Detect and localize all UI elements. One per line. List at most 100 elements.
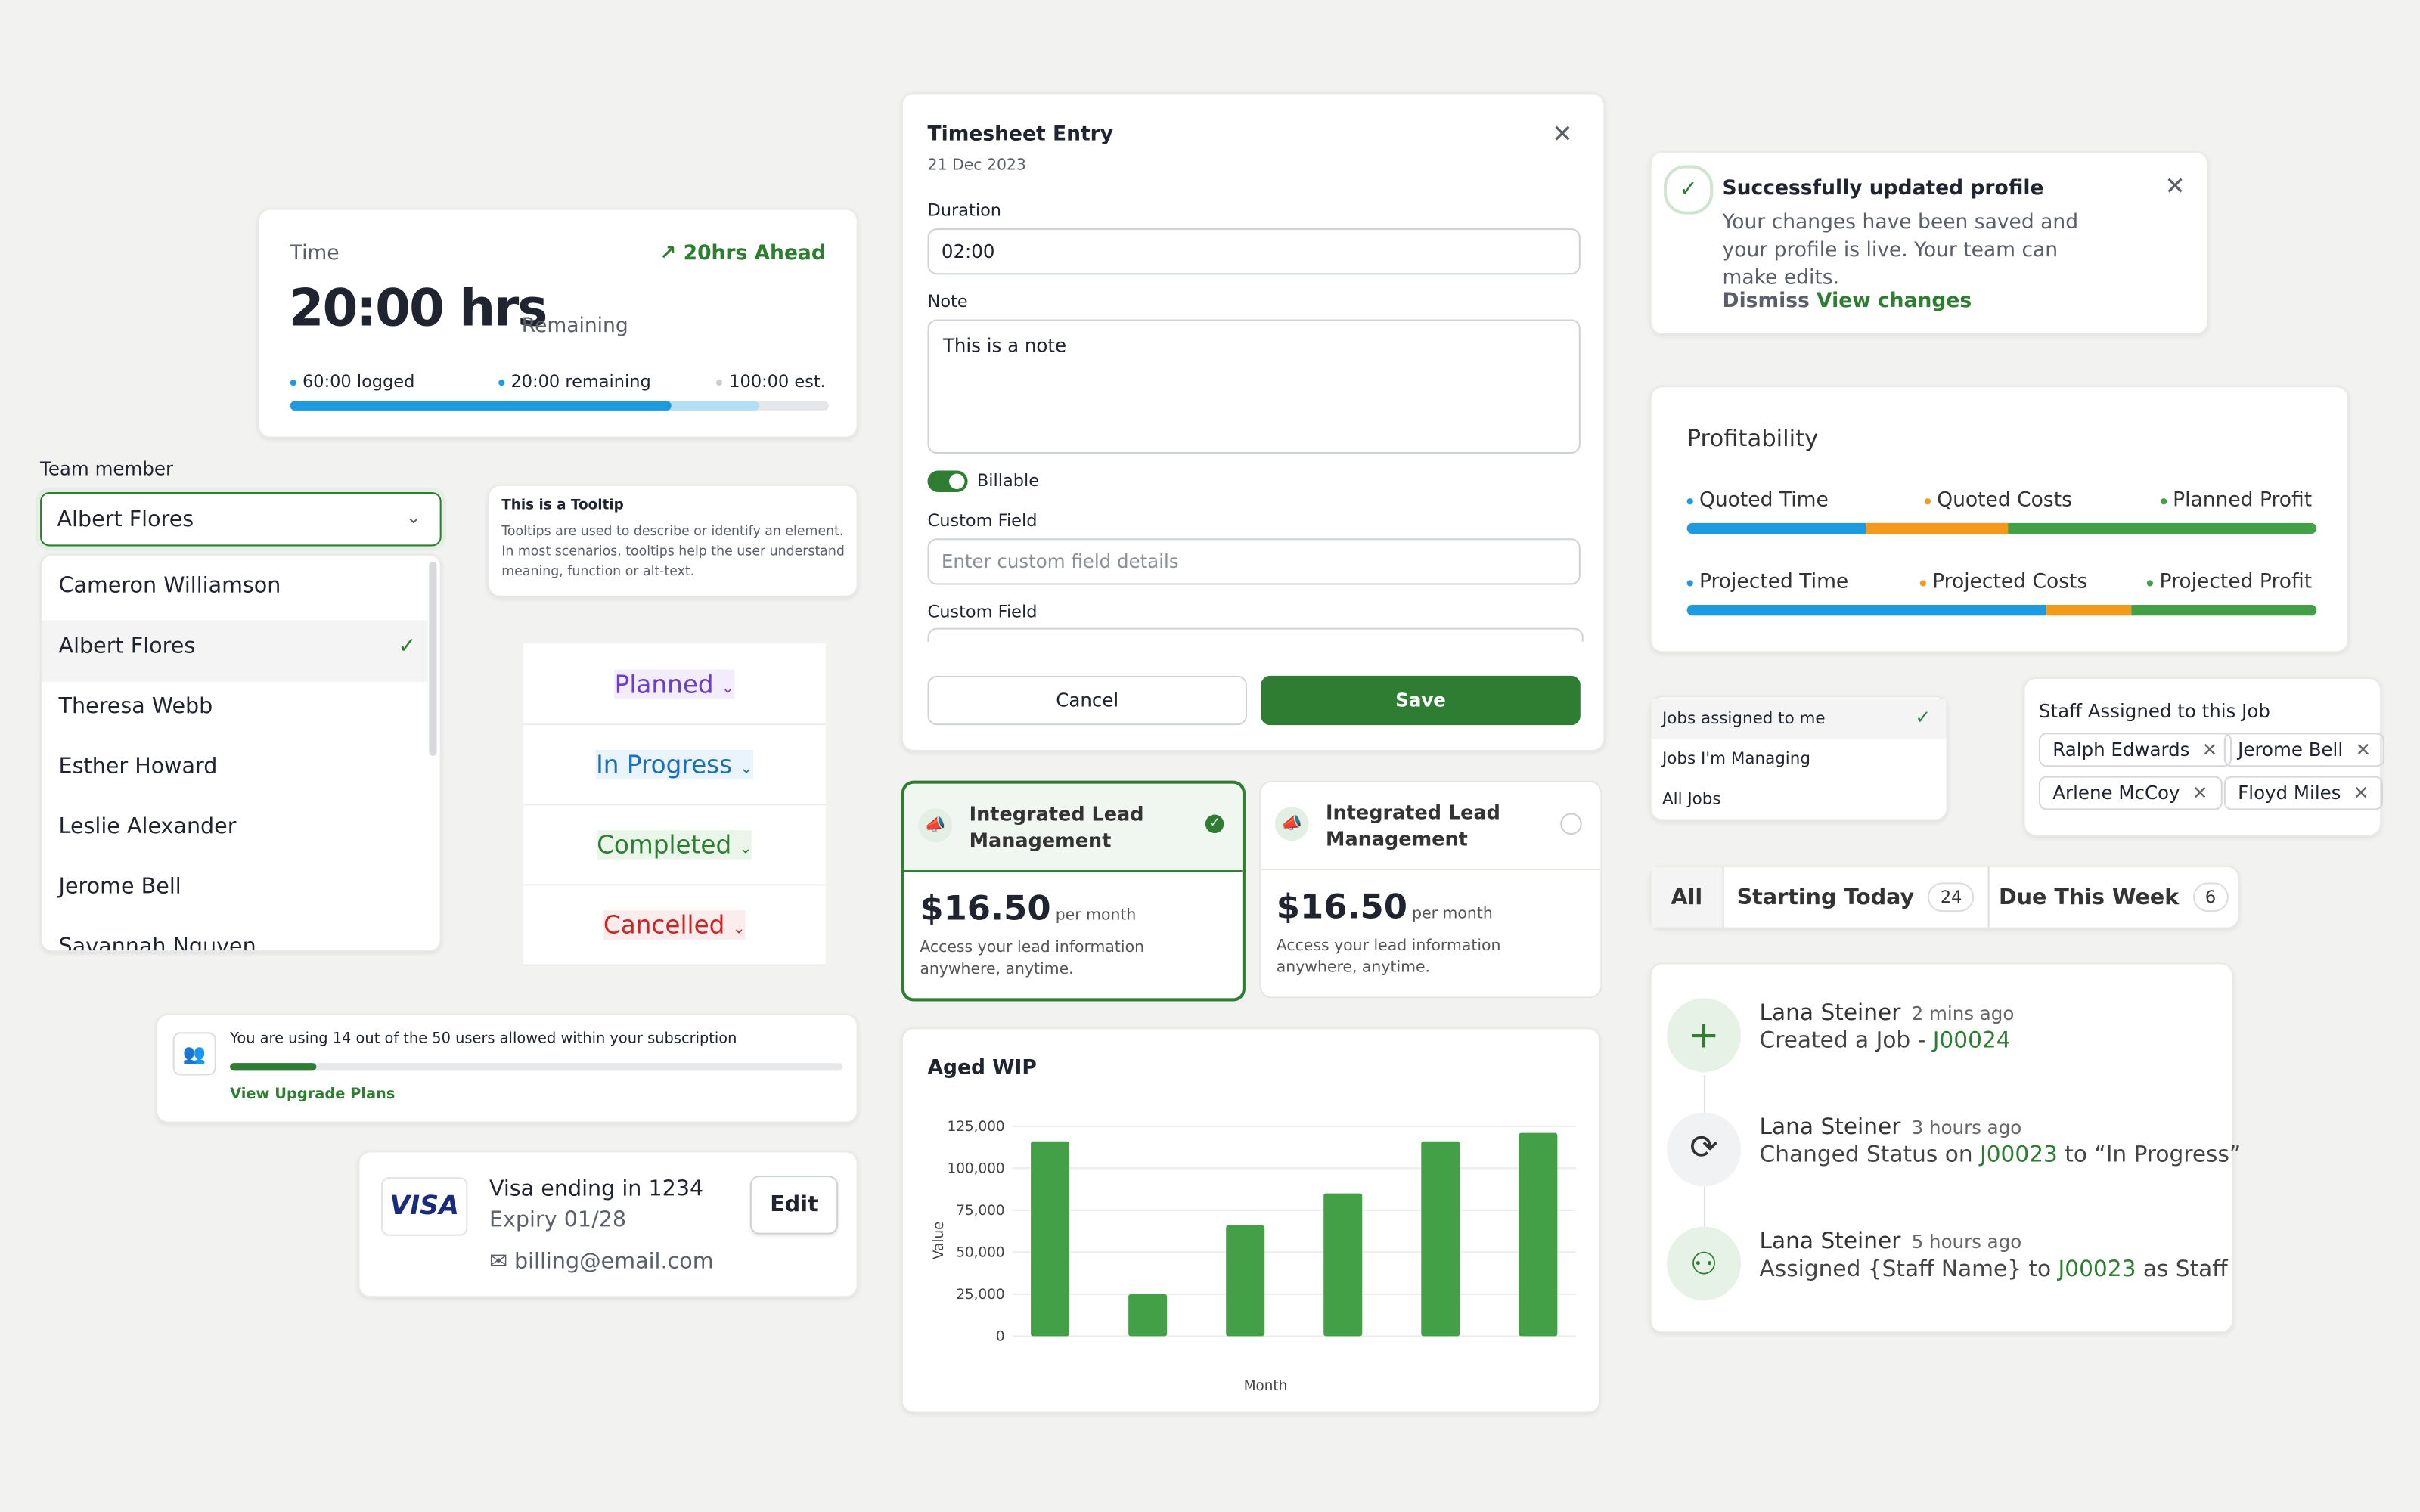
bar [1519, 1132, 1558, 1337]
tab[interactable]: Due This Week 6 [1987, 866, 2238, 928]
close[interactable]: ✕ [1552, 119, 1573, 148]
field-label: Team member [40, 458, 174, 480]
legend-text: Projected Profit [2159, 571, 2313, 594]
price-row: $16.50 per month [920, 891, 1136, 929]
chip[interactable]: Ralph Edwards ✕ [2038, 733, 2232, 767]
option[interactable]: Theresa Webb [58, 694, 213, 720]
legend: 100:00 est. [716, 372, 826, 392]
tooltip-text: Tooltips are used to describe or identif… [501, 524, 845, 581]
text: Changed Status on [1759, 1143, 1980, 1168]
job-link[interactable]: J00023 [2058, 1257, 2136, 1282]
legend-dot [1924, 497, 1931, 504]
filter-text: All Jobs [1661, 789, 1721, 809]
dismiss[interactable]: Dismiss [1722, 290, 1810, 314]
chip[interactable]: Arlene McCoy ✕ [2038, 776, 2222, 810]
logged-bar [290, 401, 672, 411]
chevron: ⌄ [405, 506, 422, 528]
bar-segment [1866, 522, 2009, 534]
link[interactable]: View Upgrade Plans [230, 1086, 396, 1104]
legend-text: Quoted Time [1699, 488, 1829, 513]
toggle[interactable] [927, 470, 968, 493]
select[interactable]: Albert Flores ⌄ [40, 492, 442, 547]
textarea[interactable]: This is a note [927, 319, 1581, 454]
value: This is a note [942, 334, 1067, 357]
bar-segment [1686, 522, 1866, 534]
title: Profitability [1686, 424, 1819, 452]
tab-label: Due This Week [1998, 885, 2180, 910]
input[interactable]: 02:00 [927, 228, 1581, 275]
email: ✉ billing@email.com [489, 1250, 714, 1275]
edit-button[interactable]: Edit [749, 1176, 839, 1235]
y-tick-label: 25,000 [956, 1287, 1004, 1303]
period: per month [1412, 905, 1493, 923]
status-pill[interactable]: In Progress ⌄ [596, 748, 753, 779]
tab[interactable]: Starting Today 24 [1722, 866, 1987, 928]
selected-row [42, 620, 428, 683]
view-changes[interactable]: View changes [1817, 290, 1972, 314]
chip-remove[interactable]: ✕ [2192, 782, 2208, 804]
dropdown: ✓ Cameron Williamson Albert Flores Theresa… [40, 553, 442, 953]
suffix: as Staff [2136, 1257, 2228, 1282]
bar [1323, 1193, 1363, 1337]
save-button[interactable]: Save [1261, 675, 1581, 726]
price: $16.50 [920, 890, 1051, 929]
period: per month [1055, 906, 1137, 925]
plan-card[interactable]: 📣 Integrated Lead Management ✓ $16.50 per mo… [901, 780, 1246, 1002]
legend-item: Quoted Time [1686, 488, 1829, 513]
chevron: ⌄ [721, 679, 734, 697]
input[interactable]: Enter custom field details [927, 538, 1581, 585]
filter-option[interactable]: Jobs I'm Managing [1652, 739, 1947, 779]
logged: 60:00 logged [302, 371, 415, 392]
chip-text: Ralph Edwards [2052, 739, 2190, 761]
plan-card[interactable]: 📣 Integrated Lead Management $16.50 per mon… [1259, 780, 1602, 999]
text: You are using 14 out of the 50 users all… [230, 1030, 737, 1048]
option[interactable]: Albert Flores [58, 634, 196, 659]
status-pill[interactable]: Cancelled ⌄ [603, 909, 746, 939]
author: Lana Steiner [1759, 1115, 1901, 1141]
tooltip: This is a Tooltip Tooltips are used to d… [487, 484, 858, 597]
legend-item: Projected Time [1686, 571, 1848, 594]
job-link[interactable]: J00024 [1932, 1029, 2011, 1054]
chip[interactable]: Floyd Miles ✕ [2223, 776, 2383, 810]
status-pill[interactable]: Planned ⌄ [614, 668, 734, 699]
chip-remove[interactable]: ✕ [2355, 739, 2372, 761]
chip[interactable]: Jerome Bell ✕ [2223, 733, 2385, 767]
tooltip-title: This is a Tooltip [501, 498, 624, 514]
filter-option[interactable]: Jobs assigned to me ✓ [1651, 699, 1947, 739]
option[interactable]: Savannah Nguyen [58, 934, 256, 953]
tab-count: 24 [1928, 882, 1975, 912]
toast-text: Your changes have been saved and your pr… [1722, 211, 2079, 290]
author: Lana Steiner [1759, 1229, 1901, 1255]
timesheet-modal: Timesheet Entry 21 Dec 2023 ✕ Duration 0… [901, 92, 1606, 751]
option[interactable]: Jerome Bell [58, 875, 182, 900]
text: Assigned {Staff Name} to [1759, 1257, 2059, 1282]
toast-title: Successfully updated profile [1722, 177, 2044, 201]
job-link[interactable]: J00023 [1979, 1143, 2058, 1168]
status-text: Planned [614, 668, 714, 699]
close[interactable]: ✕ [2164, 171, 2186, 201]
plan-icon: 📣 [1274, 807, 1309, 841]
filter-option[interactable]: All Jobs [1652, 779, 1947, 820]
legend-text: Planned Profit [2173, 488, 2313, 513]
legend-item: Projected Costs [1919, 571, 2087, 594]
status-pill[interactable]: Completed ⌄ [597, 829, 752, 859]
y-tick-label: 125,000 [948, 1119, 1005, 1135]
knob [949, 473, 965, 489]
y-tick-label: 75,000 [956, 1203, 1004, 1219]
chip-remove[interactable]: ✕ [2201, 739, 2218, 761]
staff: Staff Assigned to this Job Ralph Edwards… [2023, 677, 2385, 837]
chip-remove[interactable]: ✕ [2353, 782, 2369, 804]
legend-dot [2160, 497, 2167, 504]
price: $16.50 [1276, 888, 1408, 928]
icon: 👥 [172, 1032, 216, 1076]
legend: 60:00 logged [290, 371, 415, 392]
option[interactable]: Leslie Alexander [58, 814, 237, 840]
option[interactable]: Esther Howard [58, 754, 218, 779]
status-text: In Progress [596, 748, 733, 779]
cancel-button[interactable]: Cancel [927, 675, 1247, 726]
tab[interactable]: All [1651, 866, 1723, 928]
chip-text: Jerome Bell [2238, 739, 2344, 761]
time: 2 mins ago [1911, 1002, 2015, 1025]
legend-dot [1686, 497, 1693, 504]
option[interactable]: Cameron Williamson [58, 574, 281, 599]
